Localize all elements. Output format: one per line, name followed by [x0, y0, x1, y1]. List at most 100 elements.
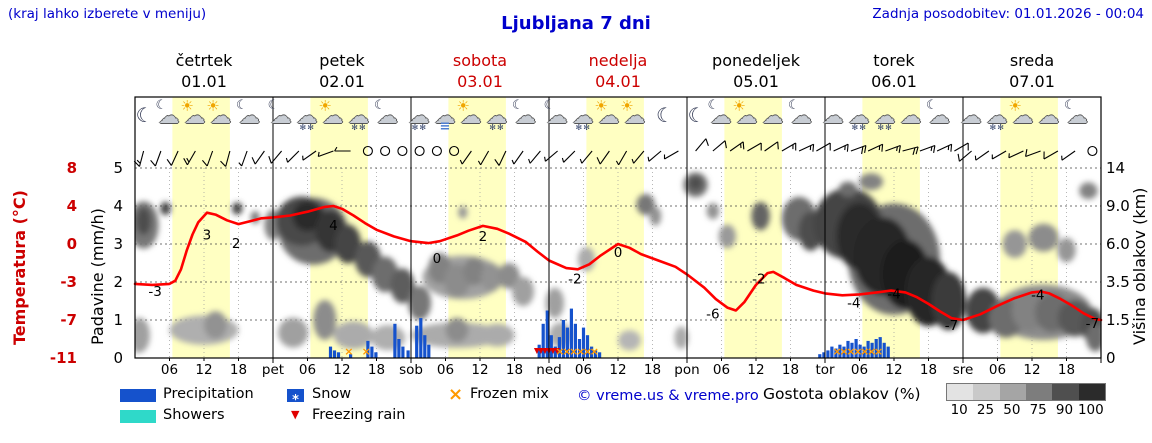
cloud-blob — [649, 206, 662, 226]
cloud-icon: ☁ — [434, 104, 456, 128]
precip-bar — [585, 335, 590, 358]
wind-barb-icon — [729, 141, 745, 152]
calm-wind-icon — [362, 145, 373, 157]
cloud-blob — [169, 315, 239, 345]
cloud-icon: ☁ — [1067, 104, 1088, 128]
wind-barb-icon — [781, 142, 797, 152]
calm-wind-icon — [431, 145, 442, 157]
wind-barb-icon — [833, 143, 849, 152]
cloud-blob — [463, 257, 486, 286]
precip-bar — [415, 325, 419, 358]
cloud-icon: ☁ — [762, 104, 784, 128]
precip-bar — [336, 352, 341, 358]
wind-barb-icon — [183, 150, 196, 166]
cloud-blob — [689, 176, 702, 190]
temperature-label: -3 — [148, 284, 161, 300]
frozen-mix-marker: × — [867, 345, 876, 358]
moon-icon: ☾ — [374, 98, 386, 113]
day-header: ponedeljek 05.01 — [687, 50, 825, 92]
cloud-icon: ☁ — [900, 104, 922, 128]
cloud-blob — [135, 317, 150, 353]
temp-axis-tick: 4 — [66, 197, 77, 215]
wind-barb-icon — [150, 150, 162, 167]
wind-barb-icon — [974, 150, 990, 161]
x-axis-tick: 12 — [609, 362, 627, 378]
precip-bar — [537, 344, 541, 358]
x-axis-tick: 18 — [1057, 362, 1076, 378]
cloud-icon: ☁ — [986, 104, 1008, 128]
cloud-icon: ☁ — [710, 104, 732, 128]
cloud-blob — [718, 224, 736, 249]
weather-icon-sun-cloud: ☀ ☁ — [732, 97, 761, 136]
precip-bar — [541, 323, 545, 358]
day-header: torek 06.01 — [825, 50, 963, 92]
cloud-icon: ☁ — [874, 104, 896, 128]
wind-barb-icon — [166, 150, 179, 166]
moon-icon: ☾ — [267, 98, 280, 113]
temperature-label: 0 — [433, 251, 442, 267]
precip-bar — [573, 323, 577, 358]
wind-barb-icon — [798, 143, 815, 152]
cloud-blob — [545, 287, 564, 319]
weather-icon-moon-cloud: ☾ ☁ — [708, 98, 736, 136]
weather-icon-sun-cloud: ☀ ☁ — [620, 97, 649, 136]
wind-barb-icon — [528, 150, 541, 164]
last-update: Zadnja posodobitev: 01.01.2026 - 00:04 — [872, 6, 1144, 22]
wind-barb-icon — [663, 150, 679, 160]
wind-barb-icon — [544, 150, 558, 162]
daylight-band — [586, 97, 644, 358]
precip-bar — [874, 339, 878, 358]
calm-wind-icon — [414, 145, 425, 157]
weather-icon-sun-cloud: ☀ ☁ — [180, 97, 209, 136]
sun-icon: ☀ — [1008, 97, 1022, 115]
weather-icon-cloud: ☁ — [759, 100, 787, 136]
moon-icon: ☾ — [236, 98, 248, 113]
precip-bar — [590, 346, 594, 358]
cloud-icon: ☁ — [408, 104, 430, 128]
frozen-mix-marker: × — [846, 345, 855, 358]
precip-bar — [598, 352, 602, 358]
precip-bar — [553, 346, 557, 358]
temperature-label: -7 — [945, 318, 958, 334]
calm-wind-icon — [1087, 145, 1098, 157]
precip-bar — [577, 339, 582, 358]
frozen-mix-marker: × — [362, 345, 371, 358]
wind-barb-icon — [133, 150, 145, 167]
cloud-icon: ☁ — [1038, 104, 1060, 128]
copyright-link[interactable]: © vreme.us & vreme.pro — [577, 388, 759, 404]
freezing-rain-marker — [554, 348, 561, 354]
weather-icon-cloud: ☁ — [958, 100, 986, 136]
weather-icon-cloud-snow: ☁ ✻✻ — [406, 100, 434, 136]
wind-barbs-row — [133, 138, 1098, 167]
sun-icon: ☀ — [594, 97, 608, 115]
weather-icon-cloud-snow: ☁ ✻✻ — [345, 100, 373, 136]
precip-bar — [842, 346, 846, 358]
weather-icon-sun-cloud: ☀ ☁ — [594, 97, 623, 136]
weather-icon-cloud: ☁ — [1035, 100, 1063, 136]
wind-barb-icon — [647, 150, 662, 162]
freezing-rain-marker — [550, 348, 556, 354]
wind-barb-icon — [919, 144, 936, 153]
frozen-mix-marker: × — [583, 345, 592, 358]
day-name: ponedeljek — [712, 51, 800, 70]
frozen-mix-marker: × — [576, 345, 585, 358]
cloud-blob — [674, 326, 689, 350]
sun-icon: ☀ — [456, 97, 470, 115]
x-axis-tick: 06 — [436, 362, 455, 378]
temp-axis-tick: 8 — [66, 159, 77, 177]
wind-barb-icon — [317, 150, 334, 158]
x-axis-tick: 06 — [712, 362, 731, 378]
temperature-label: -4 — [887, 287, 900, 303]
x-axis-tick: 18 — [919, 362, 938, 378]
precip-bar — [826, 350, 830, 358]
frozen-mix-marker: × — [569, 345, 578, 358]
page-title: Ljubljana 7 dni — [501, 13, 651, 34]
frozen-mix-marker: × — [874, 345, 883, 358]
weather-icon-moon-cloud: ☾ ☁ — [926, 98, 954, 136]
cloud-axis-tick: 14 — [1106, 159, 1126, 177]
moon-icon: ☾ — [135, 103, 154, 127]
wind-barb-icon — [334, 146, 351, 152]
weather-icon-moon-cloud: ☾ ☁ — [374, 98, 402, 136]
cloud-axis-tick: 9.0 — [1106, 197, 1130, 215]
